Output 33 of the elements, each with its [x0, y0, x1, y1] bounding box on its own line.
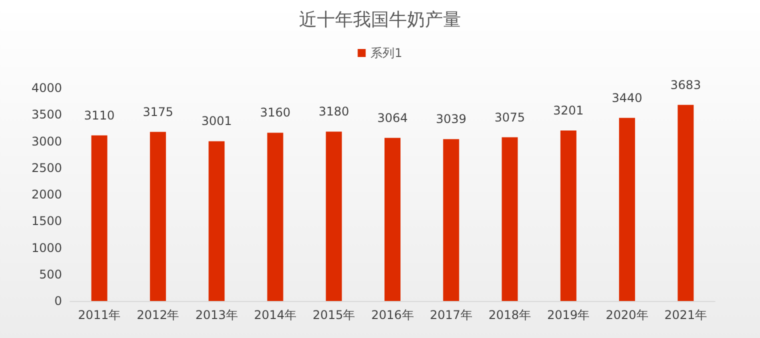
- data-label: 3001: [201, 114, 232, 128]
- y-tick-label: 1000: [31, 240, 62, 255]
- x-tick-label: 2018年: [488, 308, 532, 322]
- data-label: 3180: [318, 104, 350, 119]
- x-tick-label: 2013年: [195, 308, 238, 322]
- x-tick-label: 2014年: [254, 308, 296, 322]
- data-label: 3110: [84, 108, 115, 122]
- y-tick-label: 2000: [31, 188, 62, 202]
- y-tick-label: 0: [54, 294, 62, 308]
- data-label: 3064: [377, 110, 408, 125]
- x-tick-label: 2019年: [547, 308, 590, 322]
- y-tick-label: 3000: [31, 134, 62, 148]
- x-tick-label: 2017年: [430, 308, 472, 322]
- y-tick-label: 4000: [31, 81, 62, 95]
- data-label: 3160: [260, 106, 290, 120]
- y-tick-label: 1500: [31, 214, 62, 228]
- y-tick-label: 3500: [31, 108, 62, 122]
- chart-title: 近十年我国牛奶产量: [299, 10, 461, 30]
- data-label: 3075: [494, 110, 526, 124]
- x-tick-label: 2015年: [312, 308, 356, 322]
- x-tick-label: 2020年: [606, 308, 648, 322]
- data-label: 3440: [612, 90, 642, 105]
- x-tick-label: 2011年: [78, 308, 121, 322]
- data-label: 3683: [670, 78, 701, 92]
- data-label: 3039: [436, 112, 466, 126]
- x-tick-label: 2012年: [136, 308, 180, 322]
- x-tick-label: 2021年: [664, 308, 707, 322]
- data-label: 3201: [553, 104, 584, 118]
- x-tick-label: 2016年: [371, 308, 414, 322]
- data-label: 3175: [142, 104, 174, 119]
- legend-label: 系列1: [370, 46, 402, 60]
- y-tick-label: 500: [39, 267, 62, 282]
- y-tick-label: 2500: [31, 160, 62, 175]
